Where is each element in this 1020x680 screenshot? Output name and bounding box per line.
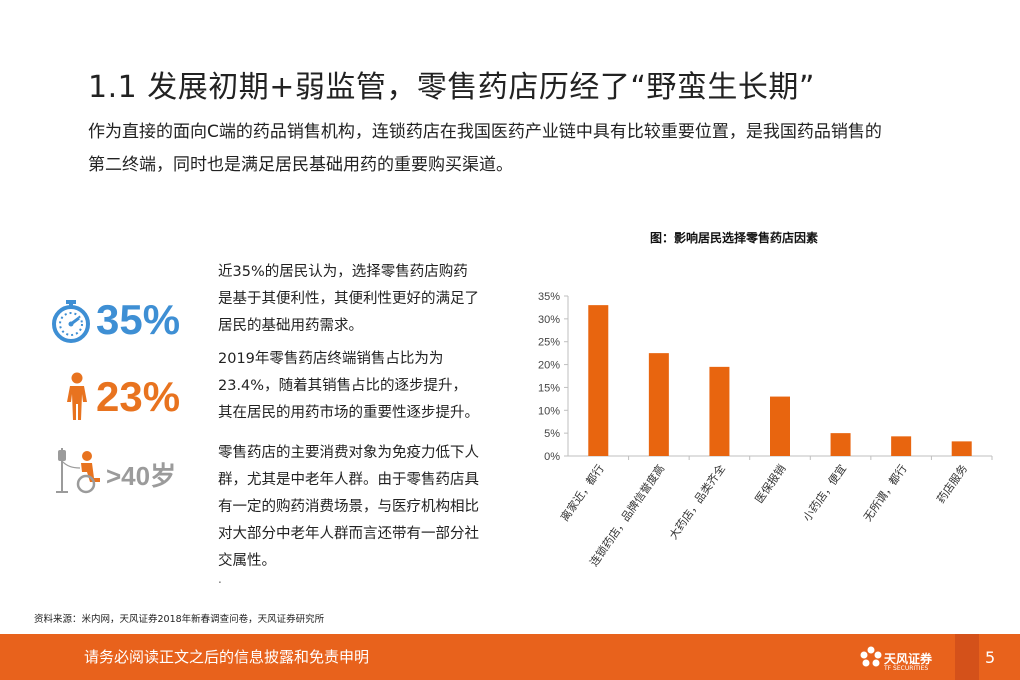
stat-text-convenience: 近35%的居民认为，选择零售药店购药是基于其便利性，其便利性更好的满足了居民的基… [218,264,479,334]
disclaimer-text: 请务必阅读正文之后的信息披露和免责申明 [84,648,370,666]
chart-bar [951,441,972,456]
footer-accent-band [955,634,979,680]
stopwatch-icon [52,300,90,343]
logo-name: 天风证券 [884,652,933,666]
logo-subtitle: TF SECURITIES [884,665,929,672]
person-icon [67,372,87,420]
stat-text-sales-share: 2019年零售药店终端销售占比为为23.4%，随着其销售占比的逐步提升，其在居民… [218,351,479,421]
stat-value-sales-share: 23% [96,373,181,420]
x-tick-label: 大药店，品类齐全 [666,462,728,542]
source-note: 资料来源：米内网，天风证券2018年新春调查问卷，天风证券研究所 [34,614,325,625]
page-number: 5 [985,648,996,667]
x-tick-label: 药店服务 [933,462,970,506]
y-tick-label: 15% [538,382,560,394]
y-tick-label: 5% [544,428,560,440]
x-tick-label: 无所谓，都行 [861,462,910,524]
stat-text-age: 零售药店的主要消费对象为免疫力低下人群，尤其是中老年人群。由于零售药店具有一定的… [218,445,479,569]
y-tick-label: 30% [538,314,560,326]
chart-bar [648,353,669,456]
stray-dot: . [218,572,222,586]
y-tick-label: 0% [544,451,560,463]
x-tick-label: 离家近，都行 [557,462,606,524]
elderly-patient-icon [56,448,100,494]
x-tick-label: 医保报销 [752,462,789,506]
page-title: 1.1 发展初期+弱监管，零售药店历经了“野蛮生长期” [88,70,815,105]
flower-logo-icon [860,646,882,667]
chart-bar [588,305,609,456]
chart-bar [770,396,790,456]
chart-bar [891,436,912,456]
y-tick-label: 35% [538,291,560,303]
footer-bar: 请务必阅读正文之后的信息披露和免责申明 [0,634,1020,680]
stat-value-convenience: 35% [96,296,181,343]
y-tick-label: 25% [538,337,560,349]
y-tick-label: 10% [538,405,560,417]
chart-bar [830,433,851,456]
chart-title: 图：影响居民选择零售药店因素 [650,231,819,245]
y-tick-label: 20% [538,360,560,372]
intro-paragraph: 作为直接的面向C端的药品销售机构，连锁药店在我国医药产业链中具有比较重要位置，是… [88,122,882,175]
chart-bar [709,366,730,456]
bar-chart: 0%5%10%15%20%25%30%35%离家近，都行连锁药店，品牌信誉度高大… [538,291,993,569]
stat-value-age: >40岁 [106,461,177,491]
x-tick-label: 小药店，便宜 [800,462,849,524]
